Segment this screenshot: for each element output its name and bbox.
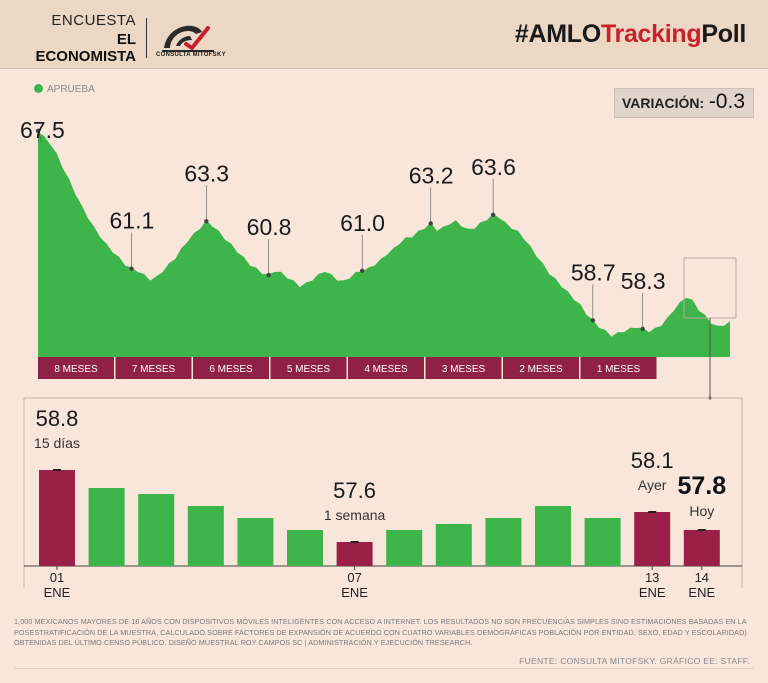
annotation-label: 63.2 — [409, 162, 454, 188]
approval-bar — [683, 530, 720, 566]
approval-bar — [138, 494, 175, 566]
month-tag — [348, 357, 424, 379]
month-tag-label: 6 MESES — [209, 364, 253, 375]
month-tag-label: 3 MESES — [442, 364, 486, 375]
brand: ENCUESTA EL ECONOMISTA — [24, 12, 136, 65]
approval-bar — [336, 542, 373, 566]
month-tag-label: 5 MESES — [287, 364, 331, 375]
variation-label: VARIACIÓN: — [622, 95, 705, 111]
annotation-marker — [490, 212, 496, 217]
month-tag — [38, 357, 114, 379]
annotation-label: 63.3 — [184, 160, 229, 186]
annotation-label: 63.6 — [471, 154, 516, 180]
legend-label: APRUEBA — [47, 84, 95, 95]
annotation-label: 67.5 — [20, 117, 65, 143]
month-tag — [503, 357, 579, 379]
bar-value-label: 57.8 — [677, 472, 726, 500]
bar-value-label: 57.6 — [333, 478, 376, 503]
footer-divider — [14, 668, 754, 669]
annotation-marker — [35, 128, 41, 133]
bar-value-label: 58.8 — [36, 406, 79, 431]
bar-sub-label: Ayer — [638, 477, 667, 493]
approval-bar — [435, 524, 472, 566]
brand-line1: ENCUESTA — [51, 12, 136, 29]
approval-bar — [187, 506, 224, 566]
x-tick-month: ENE — [639, 585, 666, 600]
approval-bar — [88, 488, 125, 566]
x-tick-day: 01 — [50, 570, 64, 585]
month-tag-label: 4 MESES — [364, 364, 408, 375]
annotation-marker — [204, 219, 209, 224]
annotation-marker — [428, 221, 433, 226]
month-tag-label: 7 MESES — [132, 364, 176, 375]
hashtag-prefix: #AMLO — [514, 20, 601, 48]
hashtag-suffix: Poll — [701, 20, 746, 48]
bar-sub-label: 15 días — [34, 435, 80, 451]
annotation-marker — [640, 326, 645, 332]
hashtag-title: #AMLOTrackingPoll — [515, 20, 746, 49]
annotation-label: 58.3 — [621, 268, 666, 294]
approval-bar — [584, 518, 621, 566]
bar-value-label: 58.1 — [631, 448, 674, 473]
bar-sub-label: 1 semana — [324, 507, 386, 523]
approval-bar — [386, 530, 423, 566]
annotation-marker — [359, 268, 365, 274]
approval-bar — [485, 518, 522, 566]
methodology-note: 1,000 MEXICANOS MAYORES DE 18 AÑOS CON D… — [14, 617, 747, 647]
hashtag-red: Tracking — [600, 20, 702, 48]
month-tag — [270, 357, 347, 379]
x-tick-month: ENE — [688, 585, 715, 600]
variation-value: -0.3 — [708, 90, 745, 113]
header-divider — [146, 18, 147, 58]
approval-bar — [634, 512, 671, 566]
month-tag — [193, 357, 269, 379]
month-tag-label: 8 MESES — [54, 364, 98, 375]
month-tag-label: 2 MESES — [519, 364, 563, 375]
month-tag — [115, 357, 192, 379]
annotation-marker — [266, 272, 271, 278]
annotation-label: 61.0 — [340, 210, 385, 236]
approval-bar — [237, 518, 274, 566]
annotation-marker — [129, 266, 134, 271]
mitofsky-logo-icon — [162, 25, 214, 52]
legend-dot-icon — [34, 84, 43, 93]
bar-panel-frame — [23, 397, 743, 588]
approval-bar — [287, 530, 323, 566]
x-tick-month: ENE — [341, 585, 368, 600]
x-tick-day: 14 — [695, 570, 709, 585]
brand-line2: EL ECONOMISTA — [35, 31, 136, 65]
approval-bar — [39, 470, 75, 566]
annotation-label: 60.8 — [247, 214, 292, 240]
x-tick-day: 13 — [645, 570, 659, 585]
x-tick-day: 07 — [347, 570, 361, 585]
logo-text: CONSULTA MITOFSKY — [156, 52, 226, 58]
legend: APRUEBA — [34, 84, 95, 95]
x-tick-month: ENE — [44, 585, 71, 600]
variation-box: VARIACIÓN: -0.3 — [614, 88, 754, 118]
annotation-label: 61.1 — [110, 208, 155, 234]
bar-sub-label: Hoy — [689, 503, 714, 519]
month-tag — [425, 357, 502, 379]
month-tag — [580, 357, 657, 379]
approval-area — [38, 132, 730, 357]
header: ENCUESTA EL ECONOMISTA CONSULTA MITOFSKY… — [0, 0, 768, 69]
annotation-label: 58.7 — [571, 259, 616, 285]
month-tag-label: 1 MESES — [597, 364, 641, 375]
source-note: FUENTE: CONSULTA MITOFSKY. GRÁFICO EE: S… — [519, 656, 750, 666]
approval-bar — [535, 506, 571, 566]
annotation-marker — [590, 318, 596, 323]
